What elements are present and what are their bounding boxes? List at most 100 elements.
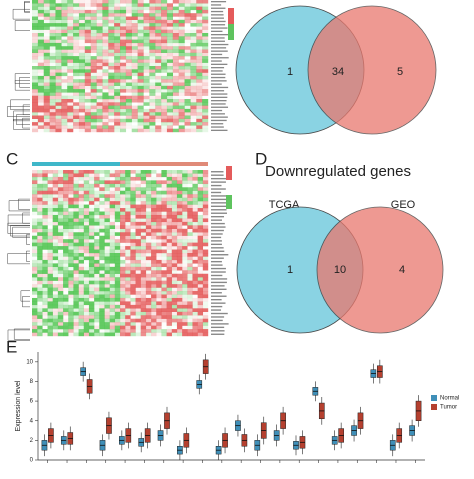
heat-cell — [43, 89, 50, 93]
heat-cell — [73, 52, 80, 57]
heat-cell — [202, 201, 209, 205]
dendrogram — [12, 8, 30, 20]
heat-cell — [202, 170, 209, 174]
heat-cell — [68, 194, 74, 198]
heat-cell — [96, 118, 103, 123]
heat-cell — [149, 19, 156, 24]
heat-cell — [96, 23, 103, 27]
heat-cell — [37, 284, 43, 288]
heat-cell — [109, 287, 116, 292]
heat-cell — [131, 29, 138, 34]
heat-cell — [151, 266, 157, 271]
heat-cell — [178, 26, 185, 30]
heat-cell — [156, 270, 162, 274]
gene-label — [211, 312, 228, 315]
heat-cell — [68, 311, 74, 316]
heat-cell — [73, 194, 79, 198]
heat-cell — [135, 329, 141, 333]
heat-cell — [161, 82, 168, 86]
heat-cell — [192, 194, 198, 198]
gene-label — [211, 76, 226, 79]
heat-cell — [131, 42, 138, 47]
heat-cell — [68, 329, 74, 333]
gene-label — [211, 212, 227, 214]
heat-cell — [161, 263, 167, 268]
heat-cell — [156, 190, 162, 195]
heat-cell — [57, 287, 64, 292]
heat-cell — [37, 6, 44, 11]
heat-cell — [109, 214, 116, 219]
heat-cell — [78, 85, 85, 90]
heat-cell — [108, 36, 115, 40]
heat-cell — [171, 208, 178, 212]
heat-cell — [187, 246, 192, 250]
heat-cell — [32, 273, 38, 278]
heat-cell — [166, 297, 172, 302]
heat-cell — [130, 280, 136, 285]
heat-cell — [197, 170, 204, 174]
gene-label — [211, 57, 229, 59]
heat-cell — [109, 301, 116, 306]
heat-cell — [102, 52, 109, 57]
heat-cell — [161, 228, 167, 233]
heat-cell — [166, 280, 172, 285]
heat-cell — [47, 246, 53, 250]
heat-cell — [88, 259, 95, 264]
heat-cell — [32, 277, 38, 281]
heat-cell — [88, 277, 95, 281]
heat-cell — [78, 308, 84, 312]
heat-cell — [187, 308, 193, 312]
heat-cell — [84, 49, 91, 53]
heat-cell — [109, 190, 116, 195]
heat-cell — [130, 187, 136, 191]
heat-cell — [78, 204, 84, 209]
heat-cell — [99, 242, 105, 247]
heat-cell — [78, 23, 85, 27]
heat-cell — [149, 52, 156, 57]
heat-cell — [55, 49, 62, 53]
heat-cell — [94, 232, 100, 236]
heat-cell — [68, 197, 74, 202]
heat-cell — [108, 19, 115, 24]
heat-cell — [94, 311, 100, 316]
heat-cell — [102, 69, 109, 73]
heat-cell — [190, 16, 197, 20]
heat-cell — [68, 301, 74, 306]
heat-cell — [43, 52, 50, 57]
heat-cell — [140, 325, 147, 330]
heat-cell — [143, 39, 150, 44]
heat-cell — [202, 42, 209, 47]
heat-cell — [37, 75, 44, 80]
heat-cell — [166, 52, 173, 57]
heat-cell — [55, 82, 62, 86]
heat-cell — [42, 232, 48, 236]
heat-cell — [120, 59, 127, 63]
heat-cell — [171, 291, 178, 295]
heat-cell — [140, 332, 147, 337]
heat-cell — [63, 221, 69, 226]
legend-swatch — [431, 404, 437, 410]
heat-cell — [78, 225, 84, 229]
heat-cell — [84, 29, 91, 34]
heat-cell — [78, 36, 85, 40]
heat-cell — [131, 52, 138, 57]
heat-cell — [125, 263, 131, 268]
gene-label — [211, 219, 222, 221]
heat-cell — [137, 16, 144, 20]
heat-cell — [125, 42, 132, 47]
heat-cell — [125, 19, 132, 24]
heat-cell — [61, 89, 68, 93]
heat-cell — [171, 242, 178, 247]
heat-cell — [190, 52, 197, 57]
heat-cell — [63, 197, 69, 202]
heat-cell — [161, 232, 167, 236]
heat-cell — [135, 176, 141, 181]
heat-cell — [166, 253, 172, 257]
heat-cell — [120, 105, 127, 110]
heat-cell — [178, 62, 185, 67]
heat-cell — [43, 19, 50, 24]
heat-cell — [125, 197, 131, 202]
heat-cell — [67, 89, 74, 93]
heat-cell — [130, 311, 136, 316]
heat-cell — [202, 242, 209, 247]
